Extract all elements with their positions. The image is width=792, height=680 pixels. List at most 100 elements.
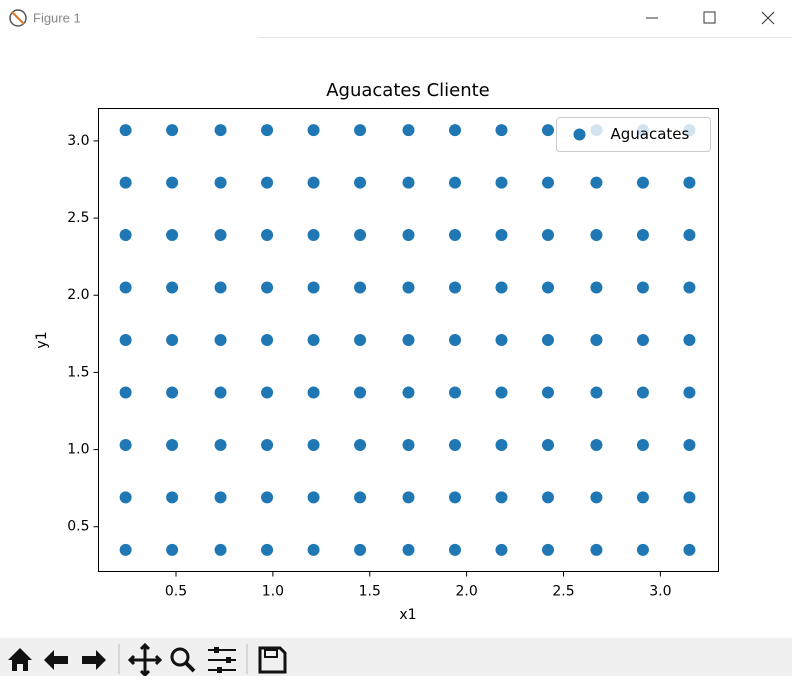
point bbox=[119, 491, 132, 504]
point bbox=[495, 334, 508, 346]
point bbox=[261, 438, 274, 451]
point bbox=[166, 229, 179, 242]
point bbox=[402, 281, 415, 294]
point bbox=[119, 281, 132, 294]
point bbox=[495, 229, 508, 242]
point bbox=[402, 491, 415, 504]
point bbox=[261, 281, 274, 294]
point bbox=[119, 543, 132, 556]
point bbox=[119, 386, 132, 399]
chart-title: Aguacates Cliente bbox=[326, 80, 490, 101]
point bbox=[261, 386, 274, 399]
point bbox=[449, 543, 461, 556]
point bbox=[636, 543, 649, 556]
y-tick-label: 2.5 bbox=[67, 210, 89, 226]
point bbox=[590, 543, 603, 556]
point bbox=[542, 543, 554, 556]
window-title: Figure 1 bbox=[33, 10, 81, 25]
slider-knob bbox=[226, 657, 231, 663]
toolbar-icons bbox=[8, 642, 287, 678]
point bbox=[636, 491, 649, 504]
point bbox=[119, 229, 132, 242]
point bbox=[166, 124, 179, 137]
point bbox=[636, 281, 649, 294]
point bbox=[214, 176, 227, 189]
point bbox=[119, 176, 132, 189]
point bbox=[449, 281, 461, 294]
point bbox=[261, 229, 274, 242]
point bbox=[402, 334, 415, 346]
back-button[interactable] bbox=[44, 650, 68, 670]
forward-button[interactable] bbox=[82, 650, 106, 670]
point bbox=[683, 386, 696, 399]
point bbox=[636, 334, 649, 346]
point bbox=[214, 543, 227, 556]
point bbox=[166, 176, 179, 189]
point bbox=[354, 386, 367, 399]
point bbox=[307, 124, 320, 137]
y-tick-label: 0.5 bbox=[67, 519, 89, 535]
point bbox=[261, 124, 274, 137]
app-icon bbox=[9, 9, 27, 27]
point bbox=[307, 281, 320, 294]
point bbox=[590, 229, 603, 242]
app-icon-stroke bbox=[11, 11, 25, 25]
point bbox=[307, 229, 320, 242]
legend-box bbox=[556, 117, 711, 152]
point bbox=[354, 334, 367, 346]
point bbox=[214, 491, 227, 504]
point bbox=[214, 229, 227, 242]
point bbox=[449, 334, 461, 346]
point bbox=[166, 334, 179, 346]
zoom-button[interactable] bbox=[170, 647, 190, 667]
point bbox=[354, 124, 367, 137]
point bbox=[402, 438, 415, 451]
legend-marker bbox=[573, 128, 586, 141]
point bbox=[354, 438, 367, 451]
point bbox=[542, 176, 554, 189]
point bbox=[495, 438, 508, 451]
pan-button[interactable] bbox=[127, 642, 163, 678]
point bbox=[166, 543, 179, 556]
point bbox=[449, 229, 461, 242]
point bbox=[261, 176, 274, 189]
point bbox=[636, 176, 649, 189]
point bbox=[542, 438, 554, 451]
point bbox=[590, 334, 603, 346]
legend-label: Aguacates bbox=[611, 125, 690, 143]
point bbox=[402, 124, 415, 137]
point bbox=[495, 491, 508, 504]
y-tick-label: 1.5 bbox=[67, 364, 89, 380]
point bbox=[636, 438, 649, 451]
point bbox=[542, 281, 554, 294]
point bbox=[307, 543, 320, 556]
point bbox=[683, 229, 696, 242]
point bbox=[307, 334, 320, 346]
maximize-button[interactable] bbox=[703, 11, 716, 24]
point bbox=[542, 386, 554, 399]
close-button[interactable] bbox=[761, 11, 775, 25]
save-button[interactable] bbox=[258, 646, 287, 674]
point bbox=[261, 334, 274, 346]
y-axis-label: y1 bbox=[34, 331, 50, 348]
slider-knob bbox=[217, 667, 222, 673]
point bbox=[354, 229, 367, 242]
y-tick-label: 1.0 bbox=[67, 442, 89, 458]
point bbox=[542, 229, 554, 242]
point bbox=[214, 281, 227, 294]
point bbox=[354, 176, 367, 189]
point bbox=[354, 491, 367, 504]
point bbox=[214, 438, 227, 451]
y-tick-label: 3.0 bbox=[67, 133, 89, 149]
point bbox=[166, 386, 179, 399]
point bbox=[542, 491, 554, 504]
point bbox=[449, 491, 461, 504]
axes-frame bbox=[98, 108, 719, 572]
x-tick-label: 2.0 bbox=[455, 584, 477, 600]
point bbox=[683, 438, 696, 451]
legend: Aguacates bbox=[556, 117, 711, 152]
point bbox=[590, 281, 603, 294]
home-button[interactable] bbox=[8, 648, 32, 671]
point bbox=[495, 281, 508, 294]
point bbox=[542, 124, 554, 137]
